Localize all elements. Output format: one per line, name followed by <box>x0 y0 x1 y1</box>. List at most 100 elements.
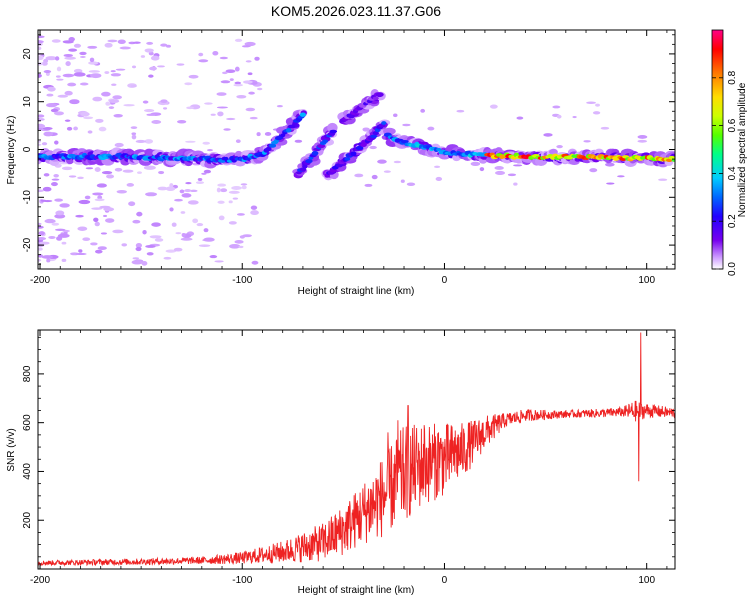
snr-x-label: Height of straight line (km) <box>298 585 415 596</box>
spectral-blob <box>47 86 56 92</box>
spectral-blob <box>216 106 228 109</box>
spectral-blob <box>79 55 86 58</box>
spectral-blob <box>135 243 143 248</box>
colorbar-tick-label: 0.0 <box>727 262 738 276</box>
spectral-blob <box>163 107 168 110</box>
spectral-blob <box>144 48 154 53</box>
spectral-blob <box>92 96 103 102</box>
spectral-blob <box>50 108 59 113</box>
spectral-blob <box>257 87 263 91</box>
spectral-blob <box>38 123 46 129</box>
spectral-blob <box>57 233 70 238</box>
spectral-blob <box>132 219 141 224</box>
spectral-blob <box>110 73 122 77</box>
spectral-blob <box>165 44 171 48</box>
spectral-blob <box>311 151 319 156</box>
spectral-blob <box>165 249 177 253</box>
spectral-blob <box>38 40 44 44</box>
spectral-blob <box>198 244 211 247</box>
colorbar-tick-label: 0.6 <box>727 118 738 132</box>
spectral-blob <box>82 237 91 242</box>
spectral-blob <box>348 113 355 119</box>
spectral-blob <box>62 73 75 78</box>
spectral-blob <box>80 111 90 117</box>
y-tick-label: -10 <box>22 190 33 205</box>
spectral-blob <box>38 114 45 118</box>
spectral-blob <box>265 146 272 152</box>
spectral-blob <box>95 249 103 254</box>
spectral-blob <box>229 243 241 249</box>
snr-background <box>38 330 675 569</box>
spectral-blob <box>299 112 307 117</box>
spectral-blob <box>665 158 673 162</box>
spectral-blob <box>218 215 225 221</box>
spectral-blob <box>203 169 211 174</box>
spectral-blob <box>231 186 242 190</box>
spectral-blob <box>245 60 252 63</box>
spectral-blob <box>84 195 91 200</box>
spectral-blob <box>556 114 562 119</box>
spectral-blob <box>600 126 610 130</box>
spectral-blob <box>250 210 259 216</box>
spectral-blob <box>214 260 224 263</box>
x-tick-label: -100 <box>232 575 252 586</box>
spectrogram-y-label: Frequency (Hz) <box>6 116 17 185</box>
spectral-blob <box>106 174 115 179</box>
spectral-blob <box>130 84 137 88</box>
spectral-blob <box>88 70 101 73</box>
spectral-blob <box>241 185 247 190</box>
spectral-blob <box>495 170 506 176</box>
spectral-blob <box>38 237 47 241</box>
spectral-blob <box>55 75 61 78</box>
spectral-blob <box>38 140 41 143</box>
spectral-blob <box>119 46 132 50</box>
spectral-blob <box>400 179 405 183</box>
spectral-blob <box>329 129 338 134</box>
spectral-blob <box>240 183 248 186</box>
spectral-blob <box>237 213 245 216</box>
spectral-blob <box>89 57 95 63</box>
spectral-blob <box>45 56 58 61</box>
spectral-blob <box>144 139 154 144</box>
spectral-blob <box>637 135 648 139</box>
spectral-blob <box>228 200 233 204</box>
spectral-blob <box>169 207 174 212</box>
spectral-blob <box>238 245 244 249</box>
spectral-blob <box>377 159 387 164</box>
spectral-blob <box>54 228 66 231</box>
spectral-blob <box>222 71 228 75</box>
spectral-blob <box>73 126 78 131</box>
spectral-blob <box>264 132 272 136</box>
spectral-blob <box>83 116 94 120</box>
x-tick-label: 0 <box>442 275 448 286</box>
spectral-blob <box>105 218 115 223</box>
spectral-blob <box>668 155 675 160</box>
spectral-blob <box>53 174 59 178</box>
spectral-blob <box>383 170 391 173</box>
spectral-blob <box>393 160 401 164</box>
spectral-blob <box>219 56 228 60</box>
spectral-blob <box>189 189 198 193</box>
spectral-blob <box>203 228 209 233</box>
spectral-blob <box>132 41 141 44</box>
spectral-blob <box>68 175 77 178</box>
spectral-blob <box>225 69 236 73</box>
colorbar-frame <box>711 29 724 270</box>
spectrogram-blobs <box>38 35 675 266</box>
spectral-blob <box>104 42 113 48</box>
y-tick-label: 20 <box>22 48 33 60</box>
spectral-blob <box>43 70 52 74</box>
spectral-blob <box>165 186 176 191</box>
spectral-blob <box>51 182 58 187</box>
spectral-blob <box>233 83 243 87</box>
spectral-blob <box>543 133 553 137</box>
spectral-blob <box>43 131 54 137</box>
spectral-blob <box>111 83 117 86</box>
spectral-blob <box>91 207 103 210</box>
spectral-blob <box>402 123 411 127</box>
spectral-blob <box>216 92 227 96</box>
spectral-blob <box>38 189 45 193</box>
spectral-blob <box>234 239 244 244</box>
spectral-blob <box>197 178 203 181</box>
